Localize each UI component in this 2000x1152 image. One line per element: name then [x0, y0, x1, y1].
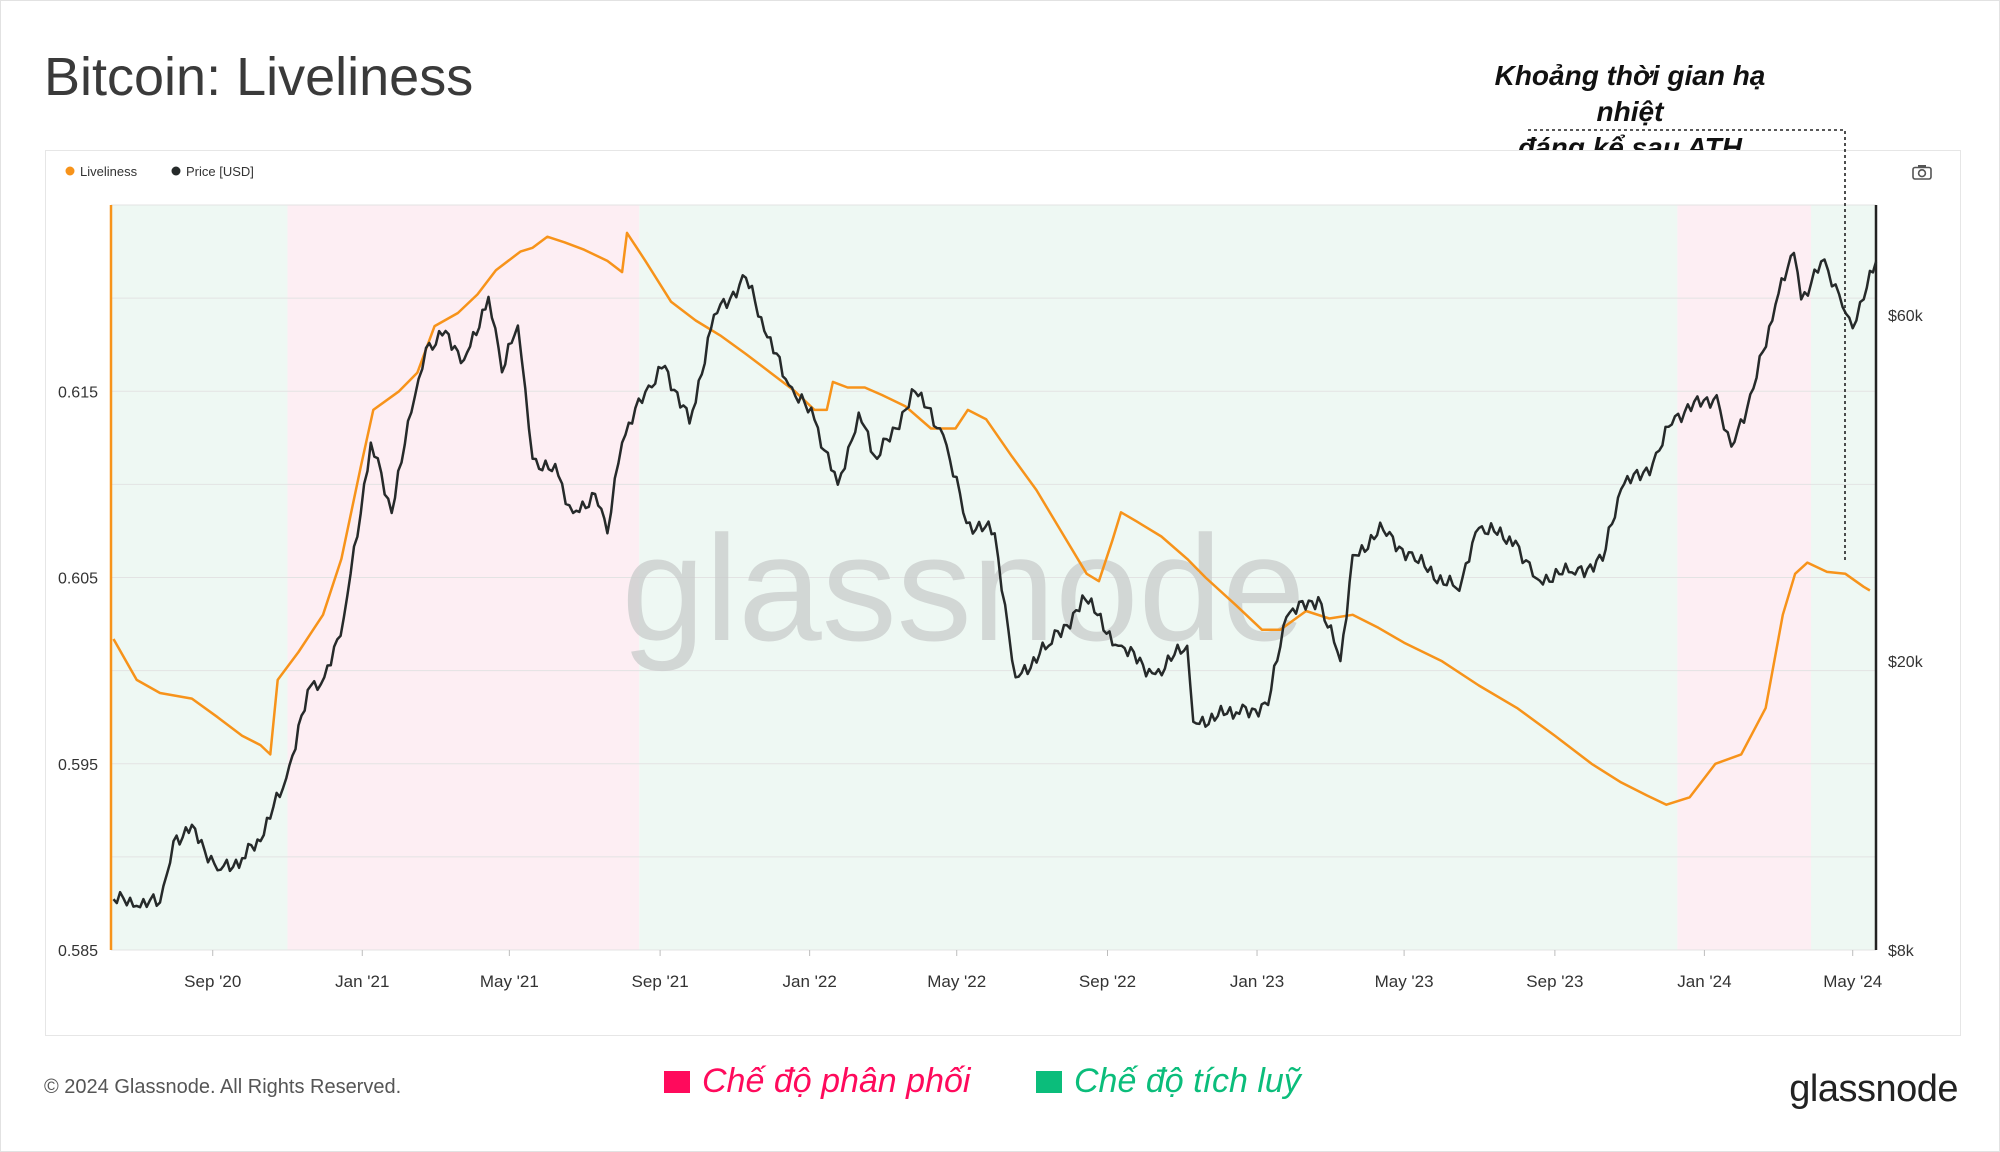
distribution-legend: Chế độ phân phối [664, 1062, 970, 1101]
glassnode-logo: glassnode [1789, 1068, 1958, 1110]
page-title: Bitcoin: Liveliness [44, 47, 474, 107]
legend-dot [65, 166, 75, 176]
legend-label: Price [USD] [186, 164, 254, 179]
x-tick-label: Jan '23 [1230, 972, 1284, 991]
y-right-tick-label: $60k [1888, 308, 1924, 325]
accumulation-swatch [1036, 1070, 1062, 1093]
x-tick-label: May '24 [1823, 972, 1882, 991]
distribution-label: Chế độ phân phối [702, 1062, 971, 1100]
x-tick-label: Sep '21 [632, 972, 689, 991]
legend-label: Liveliness [80, 164, 138, 179]
x-tick-label: Sep '23 [1526, 972, 1583, 991]
x-tick-label: Jan '22 [782, 972, 836, 991]
y-left-tick-label: 0.615 [58, 384, 98, 401]
x-tick-label: Jan '21 [335, 972, 389, 991]
y-left-tick-label: 0.595 [58, 757, 98, 774]
price-line [112, 251, 1878, 909]
accumulation-legend: Chế độ tích luỹ [1036, 1062, 1301, 1101]
copyright-text: © 2024 Glassnode. All Rights Reserved. [44, 1076, 402, 1098]
distribution-swatch [664, 1070, 690, 1093]
y-left-tick-label: 0.605 [58, 571, 98, 588]
x-tick-label: May '21 [480, 972, 539, 991]
camera-icon[interactable] [1912, 164, 1932, 185]
x-tick-label: Sep '20 [184, 972, 241, 991]
y-right-tick-label: $8k [1888, 943, 1915, 960]
liveliness-line [112, 231, 1871, 806]
x-tick-label: May '22 [927, 972, 986, 991]
ath-annotation-line1: Khoảng thời gian hạ nhiệt [1494, 60, 1766, 127]
y-right-tick-label: $20k [1888, 654, 1924, 671]
accumulation-label: Chế độ tích luỹ [1074, 1062, 1301, 1100]
y-left-tick-label: 0.585 [58, 943, 98, 960]
x-tick-label: Sep '22 [1079, 972, 1136, 991]
watermark: glassnode [622, 504, 1306, 672]
x-tick-label: Jan '24 [1677, 972, 1731, 991]
legend-dot [171, 166, 181, 176]
x-tick-label: May '23 [1375, 972, 1434, 991]
